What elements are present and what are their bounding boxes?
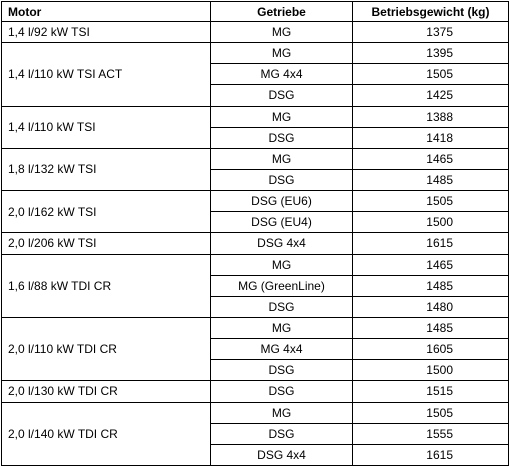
getriebe-cell: DSG 4x4 bbox=[210, 232, 353, 255]
motor-cell: 1,4 l/92 kW TSI bbox=[1, 20, 211, 44]
getriebe-cell: DSG (EU6) bbox=[210, 190, 353, 213]
table-row: DSG 1555 bbox=[2, 422, 509, 445]
gewicht-cell: 1485 bbox=[352, 274, 509, 297]
getriebe-cell: DSG bbox=[210, 422, 353, 445]
header-row: Motor Getriebe Betriebsgewicht (kg) bbox=[1, 1, 509, 22]
motor-cell: 2,0 l/206 kW TSI bbox=[1, 232, 211, 255]
gewicht-cell: 1555 bbox=[352, 422, 509, 445]
gewicht-cell: 1605 bbox=[352, 338, 509, 361]
table-row: DSG 1425 bbox=[2, 84, 509, 107]
getriebe-cell: DSG bbox=[210, 168, 353, 192]
gewicht-cell: 1505 bbox=[352, 190, 509, 213]
gewicht-cell: 1388 bbox=[352, 105, 509, 128]
motor-cell: 2,0 l/162 kW TSI bbox=[1, 190, 211, 234]
gewicht-cell: 1615 bbox=[352, 232, 509, 255]
gewicht-cell: 1375 bbox=[352, 20, 509, 44]
table-row: DSG 1500 bbox=[2, 359, 509, 382]
motor-cell: 1,4 l/110 kW TSI ACT bbox=[1, 42, 211, 107]
header-motor: Motor bbox=[1, 1, 211, 22]
getriebe-cell: MG bbox=[210, 42, 353, 65]
table-row: 2,0 l/206 kW TSI DSG 4x4 1615 bbox=[1, 232, 509, 255]
getriebe-cell: MG bbox=[210, 253, 353, 276]
table-row: DSG (EU4) 1500 bbox=[2, 211, 509, 234]
getriebe-cell: MG 4x4 bbox=[210, 63, 353, 86]
motor-cell: 1,6 l/88 kW TDI CR bbox=[1, 253, 211, 318]
table-row: 2,0 l/140 kW TDI CR MG 1505 bbox=[1, 401, 509, 467]
getriebe-cell: MG bbox=[210, 20, 353, 44]
motor-cell: 2,0 l/140 kW TDI CR bbox=[1, 401, 211, 467]
getriebe-cell: MG bbox=[210, 105, 353, 128]
getriebe-cell: DSG bbox=[210, 295, 353, 318]
table-row: 1,4 l/110 kW TSI ACT MG 1395 bbox=[1, 42, 509, 107]
gewicht-cell: 1485 bbox=[352, 168, 509, 192]
table-row: 1,4 l/110 kW TSI MG 1388 bbox=[1, 105, 509, 149]
getriebe-cell: MG bbox=[210, 147, 353, 170]
gewicht-cell: 1465 bbox=[352, 253, 509, 276]
getriebe-cell: MG 4x4 bbox=[210, 338, 353, 361]
gewicht-cell: 1465 bbox=[352, 147, 509, 170]
header-gewicht: Betriebsgewicht (kg) bbox=[352, 1, 509, 22]
gewicht-cell: 1485 bbox=[352, 316, 509, 340]
getriebe-cell: MG (GreenLine) bbox=[210, 274, 353, 297]
getriebe-cell: MG bbox=[210, 316, 353, 340]
getriebe-cell: DSG (EU4) bbox=[210, 211, 353, 234]
getriebe-cell: DSG bbox=[210, 84, 353, 107]
table-row: 1,8 l/132 kW TSI MG 1465 bbox=[1, 147, 509, 192]
getriebe-cell: DSG 4x4 bbox=[210, 443, 353, 467]
gewicht-cell: 1425 bbox=[352, 84, 509, 107]
getriebe-cell: MG bbox=[210, 401, 353, 424]
table-row: 1,4 l/92 kW TSI MG 1375 bbox=[1, 20, 509, 44]
table-row: 2,0 l/130 kW TDI CR DSG 1515 bbox=[1, 380, 509, 403]
table-row: 1,6 l/88 kW TDI CR MG 1465 bbox=[1, 253, 509, 318]
table-row: DSG 1480 bbox=[2, 295, 509, 318]
gewicht-cell: 1615 bbox=[352, 443, 509, 467]
gewicht-cell: 1515 bbox=[352, 380, 509, 403]
gewicht-cell: 1418 bbox=[352, 126, 509, 149]
table-row: DSG 1418 bbox=[2, 126, 509, 149]
getriebe-cell: DSG bbox=[210, 126, 353, 149]
gewicht-cell: 1505 bbox=[352, 401, 509, 424]
gewicht-cell: 1500 bbox=[352, 211, 509, 234]
gewicht-cell: 1395 bbox=[352, 42, 509, 65]
getriebe-cell: DSG bbox=[210, 380, 353, 403]
header-getriebe: Getriebe bbox=[210, 1, 353, 22]
table-row: MG 4x4 1605 bbox=[2, 338, 509, 361]
gewicht-cell: 1505 bbox=[352, 63, 509, 86]
table-body: 1,4 l/92 kW TSI MG 1375 1,4 l/110 kW TSI AC… bbox=[1, 20, 509, 467]
motor-cell: 1,4 l/110 kW TSI bbox=[1, 105, 211, 149]
motor-cell: 2,0 l/110 kW TDI CR bbox=[1, 316, 211, 382]
table-row: 2,0 l/110 kW TDI CR MG 1485 bbox=[1, 316, 509, 382]
motor-cell: 2,0 l/130 kW TDI CR bbox=[1, 380, 211, 403]
gewicht-cell: 1480 bbox=[352, 295, 509, 318]
table-row: MG 4x4 1505 bbox=[2, 63, 509, 86]
table-row: 2,0 l/162 kW TSI DSG (EU6) 1505 bbox=[1, 190, 509, 234]
table-row: DSG 4x4 1615 bbox=[2, 443, 509, 467]
getriebe-cell: DSG bbox=[210, 359, 353, 382]
motor-cell: 1,8 l/132 kW TSI bbox=[1, 147, 211, 192]
gewicht-cell: 1500 bbox=[352, 359, 509, 382]
